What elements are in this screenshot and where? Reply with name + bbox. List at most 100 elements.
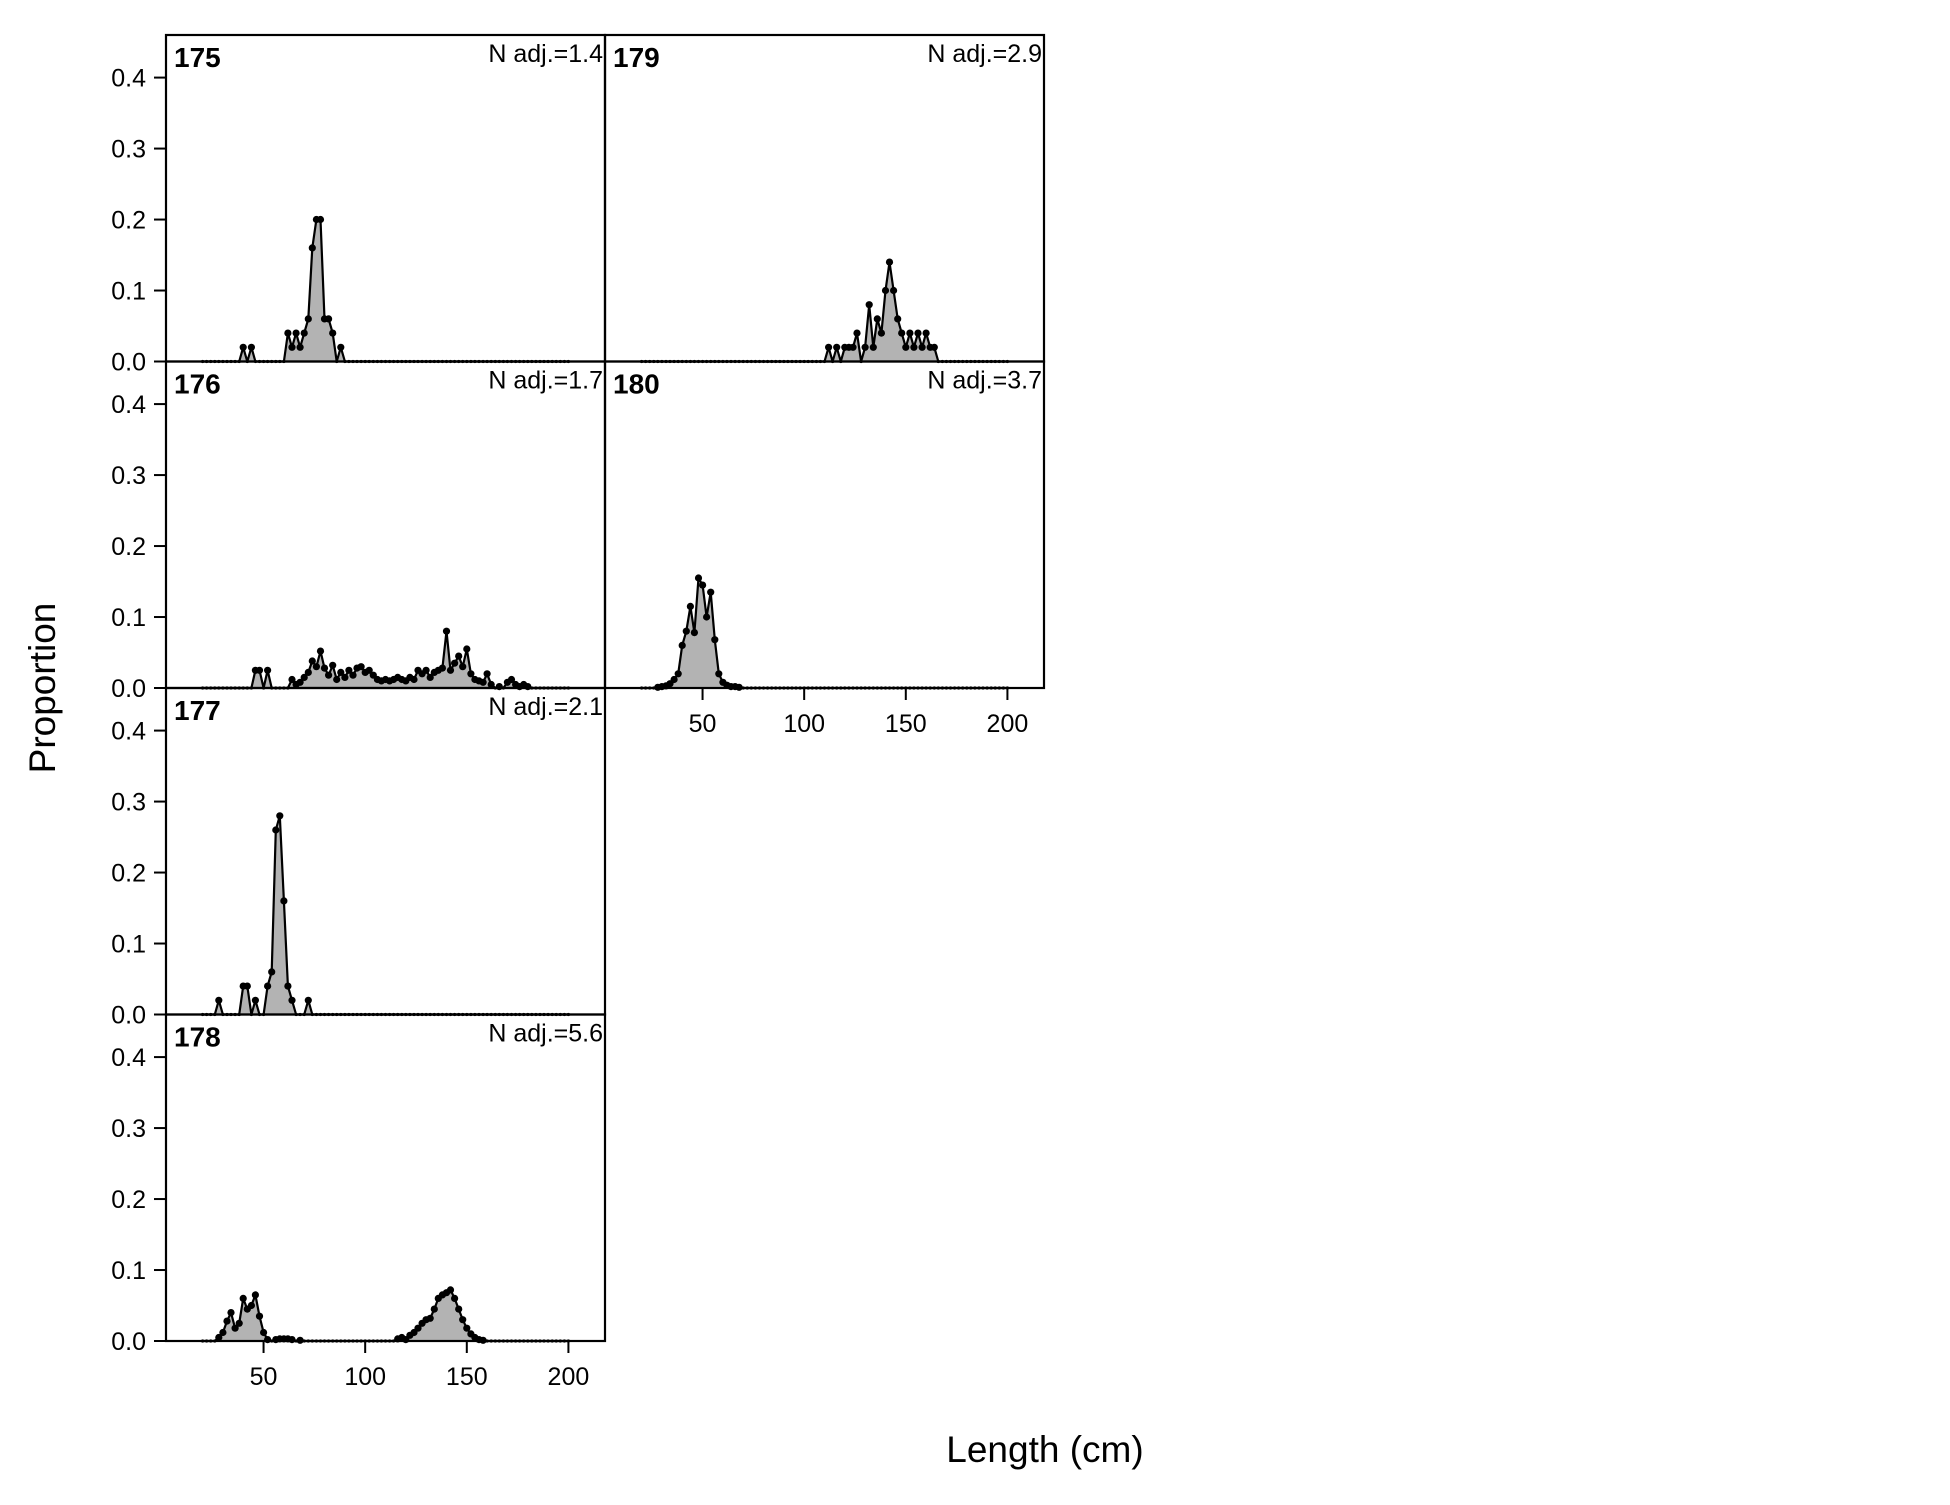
panels-layer: 175 N adj.=1.4 0.0 0.1 0.2 0.3 0.4 176 N adj.=1.… [111,33,1046,1391]
data-point [304,996,312,1004]
data-point [345,666,353,674]
data-point [849,343,857,351]
data-point [325,671,333,679]
data-point [426,1314,434,1322]
data-point [284,982,292,990]
data-point [833,343,841,351]
data-point [459,663,467,671]
data-point [885,258,894,266]
y-tick-label: 0.3 [111,1115,146,1143]
y-tick-label: 0.3 [111,789,146,817]
panel-id-label: 180 [613,369,660,400]
data-point [694,574,703,582]
x-axis-title: Length (cm) [946,1429,1143,1470]
data-point [247,1301,255,1310]
n-adj-label: N adj.=2.9 [927,40,1042,68]
data-point [711,636,719,644]
data-point [922,329,930,337]
data-point [678,641,686,650]
data-point [451,659,459,667]
data-point [316,215,325,224]
data-point [268,968,276,976]
data-point [300,673,308,682]
data-point [341,673,349,682]
data-point [255,666,264,674]
data-point [446,1286,455,1294]
data-point [247,343,255,351]
data-point [264,982,272,990]
data-point [215,996,223,1004]
panel-178: 178 N adj.=5.6 0.0 0.1 0.2 0.3 0.4 50 100 150 200 [111,1013,607,1391]
data-point [239,1294,247,1302]
y-tick-label: 0.0 [111,349,146,377]
y-tick-label: 0.2 [111,1186,146,1214]
x-tick-label: 100 [344,1363,386,1391]
data-point [264,666,272,674]
data-point [288,343,296,351]
data-point [320,664,329,672]
area-177 [202,815,569,1015]
x-tick-label: 200 [987,710,1029,738]
y-tick-label: 0.4 [111,718,146,746]
n-adj-label: N adj.=5.6 [488,1020,603,1048]
data-point [455,652,463,660]
data-point [902,343,910,351]
data-point [316,647,325,655]
data-point [890,286,898,295]
data-point [272,826,280,834]
data-point [276,812,284,820]
panel-id-label: 176 [174,369,221,400]
data-point [365,666,373,674]
data-point [329,661,337,669]
data-point [304,315,312,323]
x-tick-label: 50 [689,710,717,738]
data-point [670,675,678,684]
data-point [507,675,516,684]
data-point [329,329,337,337]
data-point [451,1294,459,1302]
panel-id-label: 175 [174,42,221,73]
data-point [930,343,938,351]
y-tick-label: 0.0 [111,1328,146,1356]
y-tick-label: 0.2 [111,860,146,888]
data-point [707,588,715,596]
data-point [524,683,532,691]
y-tick-label: 0.3 [111,462,146,490]
x-tick-label: 200 [548,1363,590,1391]
data-point [288,1336,296,1344]
data-point [463,1324,471,1332]
panel-id-label: 178 [174,1022,221,1053]
n-adj-label: N adj.=1.7 [488,367,603,395]
data-point [414,1324,422,1332]
data-point [487,680,495,689]
data-point [479,678,487,686]
panel-176: 176 N adj.=1.7 0.0 0.1 0.2 0.3 0.4 [111,360,607,703]
data-point [446,666,455,674]
data-point [357,663,365,671]
data-point [312,663,320,671]
data-point [918,343,926,351]
data-point [914,329,922,337]
data-point [495,683,503,691]
x-tick-label: 50 [250,1363,278,1391]
y-tick-label: 0.4 [111,391,146,419]
data-point [422,666,430,674]
y-axis-title: Proportion [22,603,63,774]
data-point [292,329,300,337]
data-point [296,343,304,351]
data-point [223,1317,231,1325]
panel-180: 180 N adj.=3.7 50 100 150 200 [603,360,1046,738]
panel-frame-178 [164,1013,607,1343]
y-tick-label: 0.4 [111,1044,146,1072]
data-point [308,244,316,252]
data-point [715,670,723,678]
data-point [898,329,906,337]
data-point [894,315,902,323]
data-point [288,675,296,684]
area-178 [202,1289,569,1341]
data-point [438,664,446,672]
y-tick-label: 0.1 [111,1257,146,1285]
data-point [703,613,711,621]
